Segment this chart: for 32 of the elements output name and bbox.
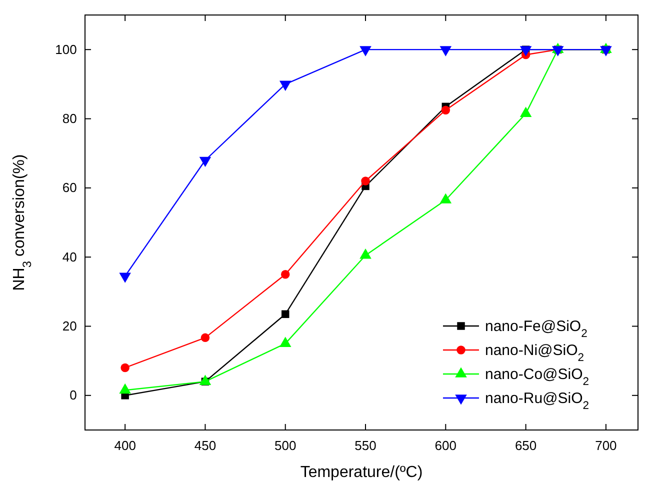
- legend-label: nano-Ru@SiO$_{2}$: [485, 390, 590, 412]
- x-tick-label: 400: [114, 438, 136, 453]
- x-tick-label: 450: [194, 438, 216, 453]
- x-axis-title: Temperature/(ºC): [300, 464, 423, 481]
- point: [279, 80, 292, 91]
- y-tick-label: 60: [62, 180, 77, 196]
- point: [440, 46, 452, 56]
- point: [199, 156, 212, 168]
- x-tick-label: 500: [274, 438, 296, 453]
- y-tick-label: 20: [62, 318, 77, 334]
- point: [280, 270, 290, 279]
- point: [552, 46, 564, 56]
- point: [120, 363, 130, 372]
- legend-label: nano-Co@SiO$_{2}$: [485, 366, 590, 388]
- y-tick-label: 0: [70, 388, 77, 403]
- y-tick-label: 100: [55, 42, 77, 57]
- point: [200, 333, 210, 342]
- point: [281, 310, 290, 318]
- legend-label: nano-Fe@SiO$_{2}$: [485, 318, 588, 340]
- x-tick-label: 650: [514, 438, 537, 453]
- point: [360, 46, 372, 56]
- y-tick-label: 80: [62, 110, 77, 126]
- point: [119, 272, 131, 283]
- point: [361, 176, 370, 186]
- y-tick-label: 40: [62, 249, 77, 264]
- x-tick-label: 600: [434, 438, 457, 453]
- legend-label: nano-Ni@SiO$_{2}$: [485, 342, 584, 364]
- point: [600, 46, 612, 56]
- point: [520, 46, 532, 56]
- point: [441, 106, 450, 114]
- x-tick-label: 700: [595, 438, 617, 453]
- x-tick-label: 550: [354, 438, 376, 453]
